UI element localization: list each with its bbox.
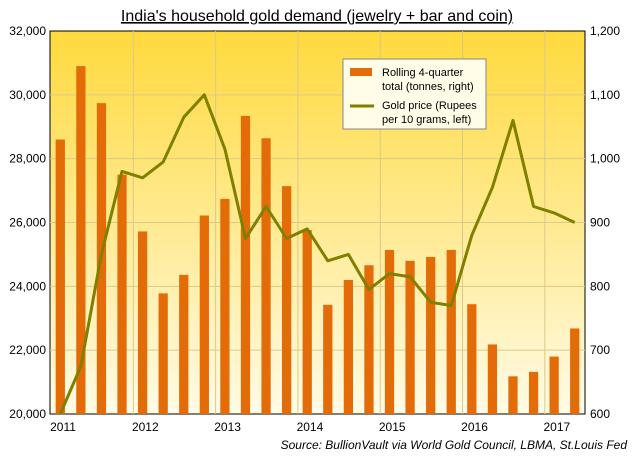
legend-label-line-2: per 10 grams, left) (382, 114, 471, 126)
source-note: Source: BullionVault via World Gold Coun… (281, 438, 628, 452)
bar (549, 356, 559, 414)
bar (467, 304, 477, 414)
y-left-tick-label: 20,000 (9, 407, 46, 421)
bar (343, 279, 353, 414)
bar (323, 304, 333, 414)
bar (487, 344, 498, 414)
bar (570, 328, 580, 414)
bar (179, 274, 189, 414)
x-tick-label: 2012 (132, 420, 159, 434)
gold-price-line (58, 93, 576, 415)
axes: 20,000 22,000 24,000 26,000 28,000 30,000 32,0… (9, 24, 620, 434)
y-left-tick-label: 26,000 (9, 216, 46, 230)
x-tick-label: 2011 (50, 420, 76, 434)
bar (426, 256, 436, 414)
bar (220, 198, 230, 414)
y-left-tick-label: 28,000 (9, 152, 46, 166)
legend-label-bars-2: total (tonnes, right) (382, 81, 474, 93)
bar (55, 139, 65, 414)
x-tick-label: 2016 (461, 420, 488, 434)
bar (137, 231, 148, 414)
y-right-tick-label: 1,100 (590, 88, 620, 102)
y-right-tick-label: 700 (590, 343, 610, 357)
y-right-tick-label: 1,200 (590, 24, 620, 38)
legend-swatch-bars (350, 68, 372, 76)
bar (302, 230, 312, 414)
x-tick-label: 2014 (297, 420, 324, 434)
y-right-tick-label: 900 (590, 216, 610, 230)
x-tick-label: 2013 (214, 420, 241, 434)
legend-label-line-1: Gold price (Rupees (382, 100, 477, 112)
bar (508, 376, 518, 414)
legend-label-bars-1: Rolling 4-quarter (382, 67, 464, 79)
x-tick-label: 2017 (543, 420, 570, 434)
bar (282, 186, 292, 414)
bar (364, 265, 374, 414)
y-left-tick-label: 24,000 (9, 279, 46, 293)
line-series (58, 93, 576, 415)
y-left-tick-label: 22,000 (9, 343, 46, 357)
bar (117, 174, 127, 414)
y-left-tick-label: 30,000 (9, 88, 46, 102)
y-right-tick-label: 600 (590, 407, 610, 421)
bar (199, 215, 209, 414)
y-right-tick-label: 800 (590, 279, 610, 293)
bar (261, 138, 271, 415)
bar (384, 249, 395, 414)
y-right-tick-label: 1,000 (590, 152, 620, 166)
bar (446, 249, 456, 414)
x-tick-label: 2015 (379, 420, 406, 434)
bar (528, 371, 539, 414)
chart-title: India's household gold demand (jewelry +… (121, 8, 513, 25)
bar (76, 66, 86, 414)
bar (158, 293, 168, 414)
bar (405, 260, 415, 414)
bar (240, 115, 251, 415)
legend: Rolling 4-quarter total (tonnes, right) … (342, 58, 487, 130)
y-left-tick-label: 32,000 (9, 24, 46, 38)
